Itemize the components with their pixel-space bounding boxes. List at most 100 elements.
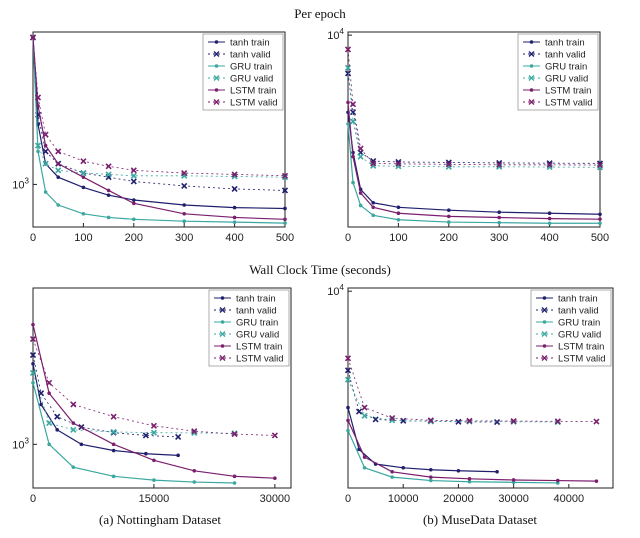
data-point [598,212,602,217]
data-point [152,458,156,463]
y-tick-label: 103 [12,436,29,451]
x-tick-label: 30000 [260,493,291,505]
data-point [554,418,561,425]
legend-swatch-marker [213,75,220,81]
legend-label: LSTM valid [545,98,593,109]
legend-swatch-marker [528,51,535,57]
data-point [447,214,451,219]
data-point [427,417,434,424]
data-point [395,160,402,167]
legend-swatch-marker [529,40,534,44]
data-point [400,417,407,424]
data-point [29,34,37,41]
data-point [56,175,60,179]
legend-box [202,33,284,111]
data-point [81,175,86,179]
legend-label: LSTM train [558,342,604,353]
legend-label: tanh train [558,294,598,305]
data-point [429,467,433,472]
legend-swatch-marker [542,320,547,324]
data-point [191,428,198,435]
data-point [70,426,77,433]
legend-swatch-marker [220,320,225,324]
legend-swatch-marker [529,88,534,92]
legend-label: tanh valid [545,50,586,61]
data-point [150,429,158,436]
data-point [110,428,117,436]
data-point [182,219,186,223]
data-point [598,221,602,226]
series-line [32,338,275,436]
data-point [358,191,363,195]
data-point [111,442,116,447]
legend-swatch-marker [541,307,548,313]
data-point [511,478,516,482]
data-point [346,418,350,423]
data-point [47,391,51,396]
legend-label: tanh train [545,38,585,49]
data-point [70,401,77,408]
x-tick-label: 500 [276,232,294,244]
legend-swatch-marker [214,40,219,44]
data-point [371,205,375,210]
data-point [29,369,37,377]
data-point [150,422,158,429]
data-point [555,478,560,483]
data-point [80,169,87,177]
data-point [142,432,149,439]
legend-label: tanh valid [230,50,271,61]
data-point [396,205,401,210]
data-point [349,118,357,125]
data-point [176,453,180,458]
data-point [80,158,87,165]
data-point [401,466,406,470]
legend-label: GRU valid [236,330,279,341]
series-line [32,37,286,210]
data-point [232,215,237,220]
data-point [493,418,501,426]
data-point [358,203,363,208]
x-tick-label: 10000 [388,493,419,505]
data-point [130,167,137,174]
legend-label: GRU train [545,62,587,73]
data-point [390,469,394,474]
x-tick-label: 0 [30,232,36,244]
data-point [105,163,112,170]
data-point [593,418,600,425]
legend-swatch-marker [541,355,548,361]
legend-label: LSTM valid [236,354,284,365]
data-point [31,322,35,327]
data-point [106,193,111,197]
legend-swatch-marker [529,64,534,68]
x-tick-label: 20000 [443,493,474,505]
data-point [496,163,503,170]
x-tick-label: 0 [345,493,351,505]
data-point [370,160,377,167]
data-point [192,480,197,484]
legend-label: GRU valid [230,74,273,85]
data-point [55,428,59,432]
data-point [495,469,499,474]
data-point [547,221,552,226]
data-point [371,200,375,205]
data-point [152,478,156,482]
data-point [396,217,401,222]
data-point [110,413,117,420]
data-point [344,70,352,77]
data-point [362,455,367,459]
data-point [55,148,62,155]
legend-swatch-marker [214,88,219,92]
data-point [346,122,350,126]
data-point [111,474,116,479]
series-line [32,37,286,191]
data-point [81,185,86,190]
data-point [31,361,35,366]
data-point [390,475,394,479]
legend-swatch-marker [541,331,548,337]
legend-label: LSTM train [236,342,282,353]
data-point [349,109,357,116]
legend-swatch-marker [220,344,225,348]
series-line [32,37,286,220]
data-point [281,187,289,194]
legend-label: GRU train [558,318,600,329]
